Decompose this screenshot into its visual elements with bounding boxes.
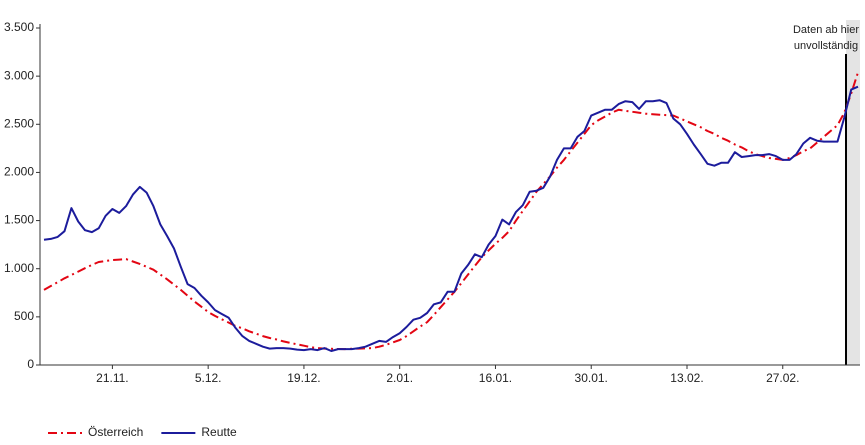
x-tick-label: 30.01.: [575, 371, 608, 385]
incomplete-zone: [846, 20, 860, 365]
series-line: [43, 85, 859, 352]
x-tick-label: 19.12.: [287, 371, 320, 385]
legend-label: Österreich: [88, 425, 143, 439]
x-tick-label: 27.02.: [766, 371, 799, 385]
y-tick-label: 1.500: [4, 213, 34, 227]
y-tick-label: 2.500: [4, 116, 34, 130]
x-tick-label: 13.02.: [670, 371, 703, 385]
x-tick-label: 5.12.: [195, 371, 222, 385]
legend-label: Reutte: [201, 425, 237, 439]
y-tick-label: 0: [27, 357, 34, 371]
annotation: unvollständig: [794, 40, 858, 52]
x-tick-label: 16.01.: [479, 371, 512, 385]
series-line: [43, 71, 859, 351]
annotation: Daten ab hier: [793, 24, 859, 36]
x-tick-label: 21.11.: [96, 371, 128, 385]
y-tick-label: 1.000: [4, 261, 34, 275]
y-tick-label: 2.000: [4, 165, 34, 179]
y-tick-label: 3.500: [4, 20, 34, 34]
y-tick-label: 500: [14, 309, 34, 323]
y-tick-label: 3.000: [4, 68, 34, 82]
x-tick-label: 2.01.: [386, 371, 413, 385]
